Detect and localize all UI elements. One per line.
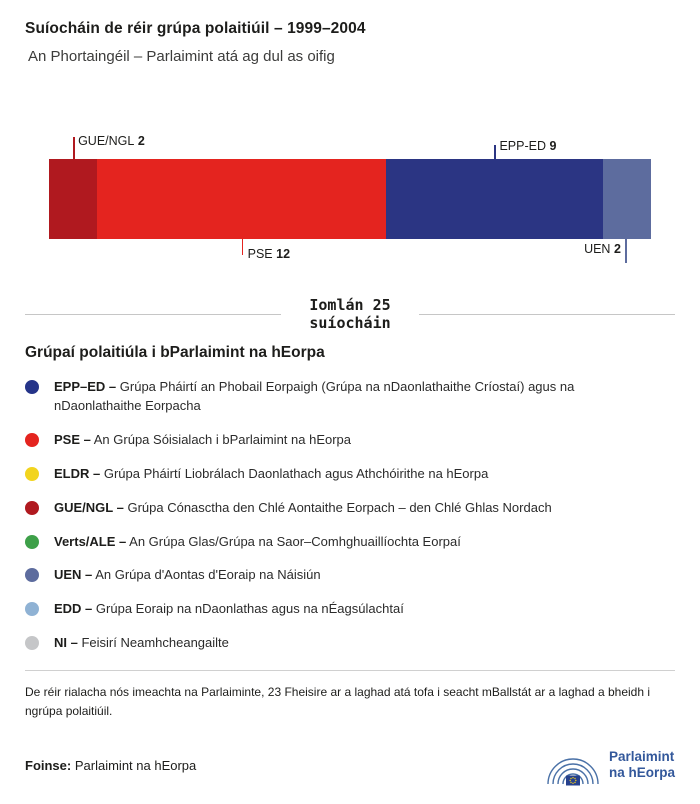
page-title: Suíocháin de réir grúpa polaitiúil – 199…: [25, 20, 366, 37]
legend-desc: Grúpa Eoraip na nDaonlathas agus na nÉag…: [95, 601, 404, 617]
legend-desc: Grúpa Pháirtí Liobrálach Daonlathach agu…: [103, 465, 489, 481]
bar-segment-uen: [602, 159, 651, 239]
legend-abbr: Verts/ALE –: [54, 533, 127, 549]
total-seats: Iomlán 25 suíocháin: [25, 296, 675, 332]
bar-label-value: 12: [276, 247, 291, 261]
header: Suíocháin de réir grúpa polaitiúil – 199…: [25, 20, 675, 65]
bar-label-text: UEN 2: [584, 242, 621, 256]
bar-label-value: 2: [137, 134, 145, 148]
connector-line: [494, 145, 496, 159]
bar-label-text: EPP-ED 9: [499, 139, 556, 153]
source-label: Foinse:: [25, 757, 72, 773]
bar-segment-gue-ngl: [49, 159, 98, 239]
legend-item-verts-ale: Verts/ALE – An Grúpa Glas/Grúpa na Saor–…: [25, 533, 675, 552]
bar-label-name: EPP-ED: [499, 139, 547, 153]
footer: Foinse: Parlaimint na hEorpa: [25, 744, 675, 786]
legend-text: GUE/NGL – Grúpa Cónasctha den Chlé Aonta…: [54, 499, 612, 518]
legend-section: EPP–ED – Grúpa Pháirtí an Phobail Eorpai…: [25, 378, 675, 653]
page-subtitle: An Phortaingéil – Parlaimint atá ag dul …: [28, 48, 335, 65]
source: Foinse: Parlaimint na hEorpa: [25, 758, 196, 773]
connector-line: [241, 239, 244, 255]
bar-label-name: GUE/NGL: [78, 134, 135, 148]
legend-color-dot: [25, 636, 39, 651]
divider-line: [25, 669, 675, 671]
legend-text: ELDR – Grúpa Pháirtí Liobrálach Daonlath…: [54, 465, 548, 484]
bar-label-value: 9: [549, 139, 557, 153]
legend-abbr: EPP–ED –: [54, 379, 117, 395]
footnote: De réir rialacha nós imeachta na Parlaim…: [25, 684, 651, 718]
connector-line: [625, 239, 627, 263]
legend-item-eldr: ELDR – Grúpa Pháirtí Liobrálach Daonlath…: [25, 465, 675, 484]
total-seats-label: Iomlán 25 suíocháin: [309, 296, 391, 332]
legend-item-uen: UEN – An Grúpa d'Aontas d'Eoraip na Náis…: [25, 566, 675, 585]
legend-desc: An Grúpa d'Aontas d'Eoraip na Náisiún: [95, 567, 321, 583]
legend-color-dot: [25, 568, 39, 583]
legend-desc: Grúpa Pháirtí an Phobail Eorpaigh (Grúpa…: [54, 379, 575, 414]
legend-item-ni: NI – Feisirí Neamhcheangailte: [25, 634, 675, 653]
legend-color-dot: [25, 466, 39, 481]
legend-desc: Feisirí Neamhcheangailte: [81, 635, 229, 651]
connector-line: [73, 137, 75, 159]
legend-abbr: PSE –: [54, 432, 91, 448]
legend-text: EPP–ED – Grúpa Pháirtí an Phobail Eorpai…: [54, 378, 675, 416]
bar-label-value: 2: [613, 242, 621, 256]
source-value: Parlaimint na hEorpa: [74, 757, 197, 773]
legend-text: Verts/ALE – An Grúpa Glas/Grúpa na Saor–…: [54, 533, 521, 552]
legend-desc: An Grúpa Sóisialach i bParlaimint na hEo…: [93, 432, 352, 448]
bar-label-text: PSE 12: [248, 247, 290, 261]
total-rule-right: [418, 314, 675, 316]
legend-abbr: NI –: [54, 635, 78, 651]
legend-text: EDD – Grúpa Eoraip na nDaonlathas agus n…: [54, 600, 464, 619]
logo-wordmark: Parlaimint na hEorpa: [608, 749, 675, 781]
legend-abbr: ELDR –: [54, 465, 101, 481]
bar-label-text: GUE/NGL 2: [78, 134, 145, 148]
legend-color-dot: [25, 500, 39, 515]
legend-item-gue-ngl: GUE/NGL – Grúpa Cónasctha den Chlé Aonta…: [25, 499, 675, 518]
legend-color-dot: [25, 433, 39, 448]
legend-text: NI – Feisirí Neamhcheangailte: [54, 634, 289, 653]
legend-color-dot: [25, 602, 39, 617]
bar-label-name: PSE: [247, 247, 273, 261]
legend-heading: Grúpaí polaitiúla i bParlaimint na hEorp…: [25, 344, 325, 362]
hemicycle-icon: [547, 758, 599, 786]
legend-text: UEN – An Grúpa d'Aontas d'Eoraip na Náis…: [54, 566, 381, 585]
european-parliament-logo: Parlaimint na hEorpa: [544, 744, 675, 786]
legend-abbr: EDD –: [54, 601, 93, 617]
legend-color-dot: [25, 534, 39, 549]
legend-desc: Grúpa Cónasctha den Chlé Aontaithe Eorpa…: [127, 499, 552, 515]
legend-item-epp-ed: EPP–ED – Grúpa Pháirtí an Phobail Eorpai…: [25, 378, 675, 416]
legend-item-edd: EDD – Grúpa Eoraip na nDaonlathas agus n…: [25, 600, 675, 619]
seats-bar-chart: GUE/NGL 2 EPP-ED 9 PSE 12 UEN 2: [49, 104, 651, 269]
legend-text: PSE – An Grúpa Sóisialach i bParlaimint …: [54, 431, 411, 450]
legend-color-dot: [25, 380, 39, 395]
total-rule-left: [25, 314, 282, 316]
legend-abbr: UEN –: [54, 567, 93, 583]
bar-segment-pse: [97, 159, 387, 239]
eu-flag-icon: [565, 775, 580, 786]
legend-desc: An Grúpa Glas/Grúpa na Saor–Comhghuaillí…: [129, 533, 461, 549]
bar-segment-epp-ed: [386, 159, 603, 239]
legend-abbr: GUE/NGL –: [54, 499, 124, 515]
legend-item-pse: PSE – An Grúpa Sóisialach i bParlaimint …: [25, 431, 675, 450]
stacked-bar: [49, 159, 651, 239]
bar-label-name: UEN: [584, 242, 611, 256]
